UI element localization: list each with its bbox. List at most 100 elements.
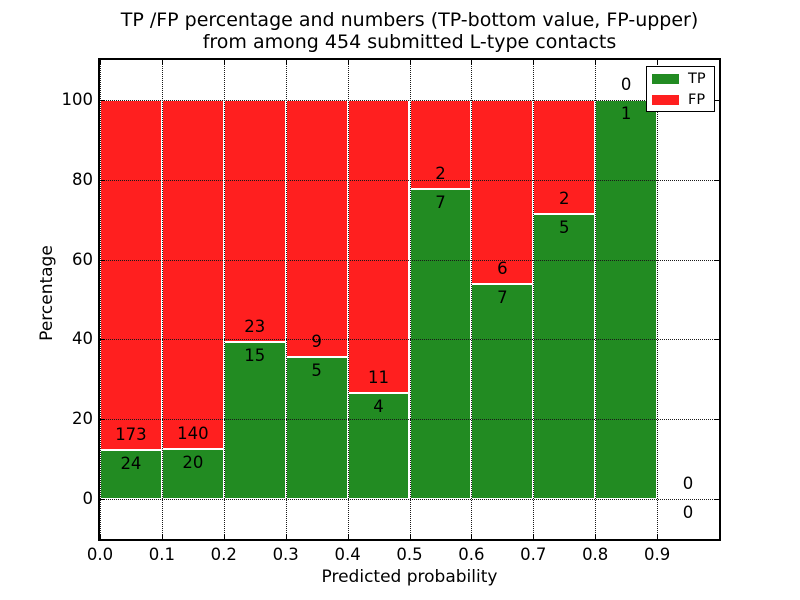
bar-fp-0.0 [100, 99, 162, 451]
x-tick-label-0.0: 0.0 [86, 545, 114, 564]
x-tick-label-0.6: 0.6 [458, 545, 485, 564]
y-tick-left-0 [100, 499, 105, 501]
y-tick-label-100: 100 [61, 89, 94, 109]
tp-count-label-0.9: 0 [682, 503, 694, 523]
fp-count-label-0.2: 23 [244, 316, 266, 336]
fp-count-label-0.0: 173 [115, 425, 147, 445]
fp-count-label-0.5: 2 [435, 163, 446, 183]
tp-count-label-0.8: 1 [620, 103, 632, 123]
legend-swatch-fp [652, 94, 679, 105]
y-tick-right-0 [714, 499, 719, 501]
y-tick-left-60 [100, 259, 105, 261]
tp-count-label-0.4: 4 [373, 396, 384, 416]
x-tick-top-0.1 [161, 60, 163, 65]
y-tick-left-100 [100, 99, 105, 101]
bar-fp-0.2 [223, 99, 286, 342]
legend: TP FP [646, 66, 715, 112]
grid-line-x-0.1 [161, 60, 163, 539]
tp-count-label-0.0: 24 [120, 454, 142, 474]
bar-fp-0.1 [161, 99, 224, 450]
x-axis-label: Predicted probability [321, 567, 498, 587]
x-tick-top-0 [100, 60, 101, 65]
x-tick-bottom-0.6 [471, 534, 473, 539]
bar-tp-0.0 [100, 450, 162, 500]
x-tick-top-0.9 [657, 60, 659, 65]
x-tick-label-0.3: 0.3 [272, 545, 299, 564]
legend-entry: FP [647, 90, 714, 109]
grid-line-x-0.3 [285, 60, 287, 539]
x-tick-label-0.4: 0.4 [334, 545, 361, 564]
x-tick-bottom-0.8 [595, 534, 597, 539]
y-tick-right-40 [714, 339, 719, 341]
legend-entry: TP [647, 69, 714, 88]
x-tick-bottom-0.3 [285, 534, 287, 539]
x-tick-label-0.1: 0.1 [148, 545, 176, 564]
x-tick-label-0.7: 0.7 [520, 545, 547, 564]
grid-line-x-0.8 [595, 60, 597, 539]
x-tick-top-0.4 [347, 60, 349, 65]
x-tick-top-0.6 [471, 60, 473, 65]
legend-label-fp: FP [688, 91, 706, 108]
fp-count-label-0.4: 11 [368, 367, 390, 387]
fp-count-label-0.1: 140 [177, 424, 209, 444]
plot-frame [98, 58, 721, 541]
x-tick-label-0.8: 0.8 [582, 545, 609, 564]
y-tick-right-80 [714, 179, 719, 181]
y-tick-label-60: 60 [72, 249, 93, 269]
bar-fp-0.4 [347, 99, 410, 393]
grid-line-x-0.2 [223, 60, 225, 539]
tp-count-label-0.3: 5 [311, 360, 322, 380]
grid-line-x-0 [100, 60, 101, 539]
fp-count-label-0.7: 2 [559, 188, 570, 208]
x-tick-top-0.8 [595, 60, 597, 65]
grid-line-x-0.5 [409, 60, 411, 539]
bar-fp-0.6 [471, 99, 534, 285]
x-tick-label-0.5: 0.5 [396, 545, 423, 564]
x-tick-bottom-0.1 [161, 534, 163, 539]
x-tick-bottom-0.7 [533, 534, 535, 539]
x-tick-top-0.3 [285, 60, 287, 65]
tp-count-label-0.1: 20 [182, 453, 204, 473]
fp-count-label-0.9: 0 [682, 474, 694, 494]
chart-title-line-2: from among 454 submitted L-type contacts [202, 31, 617, 53]
y-tick-right-100 [714, 99, 719, 101]
fp-count-label-0.8: 0 [620, 74, 632, 94]
x-tick-bottom-0.2 [223, 534, 225, 539]
tp-count-label-0.6: 7 [497, 288, 508, 308]
y-tick-right-20 [714, 419, 719, 421]
x-tick-top-0.7 [533, 60, 535, 65]
y-tick-label-40: 40 [72, 329, 93, 349]
chart-title-line-1: TP /FP percentage and numbers (TP-bottom… [120, 9, 699, 31]
y-tick-right-60 [714, 259, 719, 261]
y-tick-left-80 [100, 179, 105, 181]
y-tick-left-40 [100, 339, 105, 341]
plot-area: 173 24 140 20 23 15 9 5 11 4 2 7 6 7 2 5 0 1 0 0 [100, 60, 719, 539]
bar-tp-0.5 [409, 188, 472, 500]
bar-tp-0.8 [595, 99, 658, 500]
bar-fp-0.3 [285, 99, 348, 357]
tp-count-label-0.5: 7 [435, 192, 446, 212]
fp-count-label-0.6: 6 [497, 259, 508, 279]
x-tick-top-0.5 [409, 60, 411, 65]
grid-line-x-0.4 [347, 60, 349, 539]
y-tick-label-20: 20 [72, 409, 93, 429]
grid-line-x-0.9 [657, 60, 659, 539]
x-tick-bottom-0.5 [409, 534, 411, 539]
x-tick-bottom-0.9 [657, 534, 659, 539]
y-tick-label-80: 80 [72, 169, 93, 189]
tp-count-label-0.2: 15 [244, 345, 266, 365]
x-tick-bottom-0 [100, 534, 101, 539]
grid-line-x-0.6 [471, 60, 473, 539]
bar-fp-0.5 [409, 99, 472, 189]
fp-count-label-0.3: 9 [311, 331, 322, 351]
grid-line-x-0.7 [533, 60, 535, 539]
x-tick-top-0.2 [223, 60, 225, 65]
x-tick-label-0.9: 0.9 [643, 545, 671, 564]
y-tick-label-0: 0 [82, 489, 94, 509]
x-tick-bottom-0.4 [347, 534, 349, 539]
legend-label-tp: TP [688, 70, 706, 87]
tp-count-label-0.7: 5 [559, 217, 570, 237]
chart-title: TP /FP percentage and numbers (TP-bottom… [100, 9, 719, 53]
x-tick-label-0.2: 0.2 [210, 545, 237, 564]
